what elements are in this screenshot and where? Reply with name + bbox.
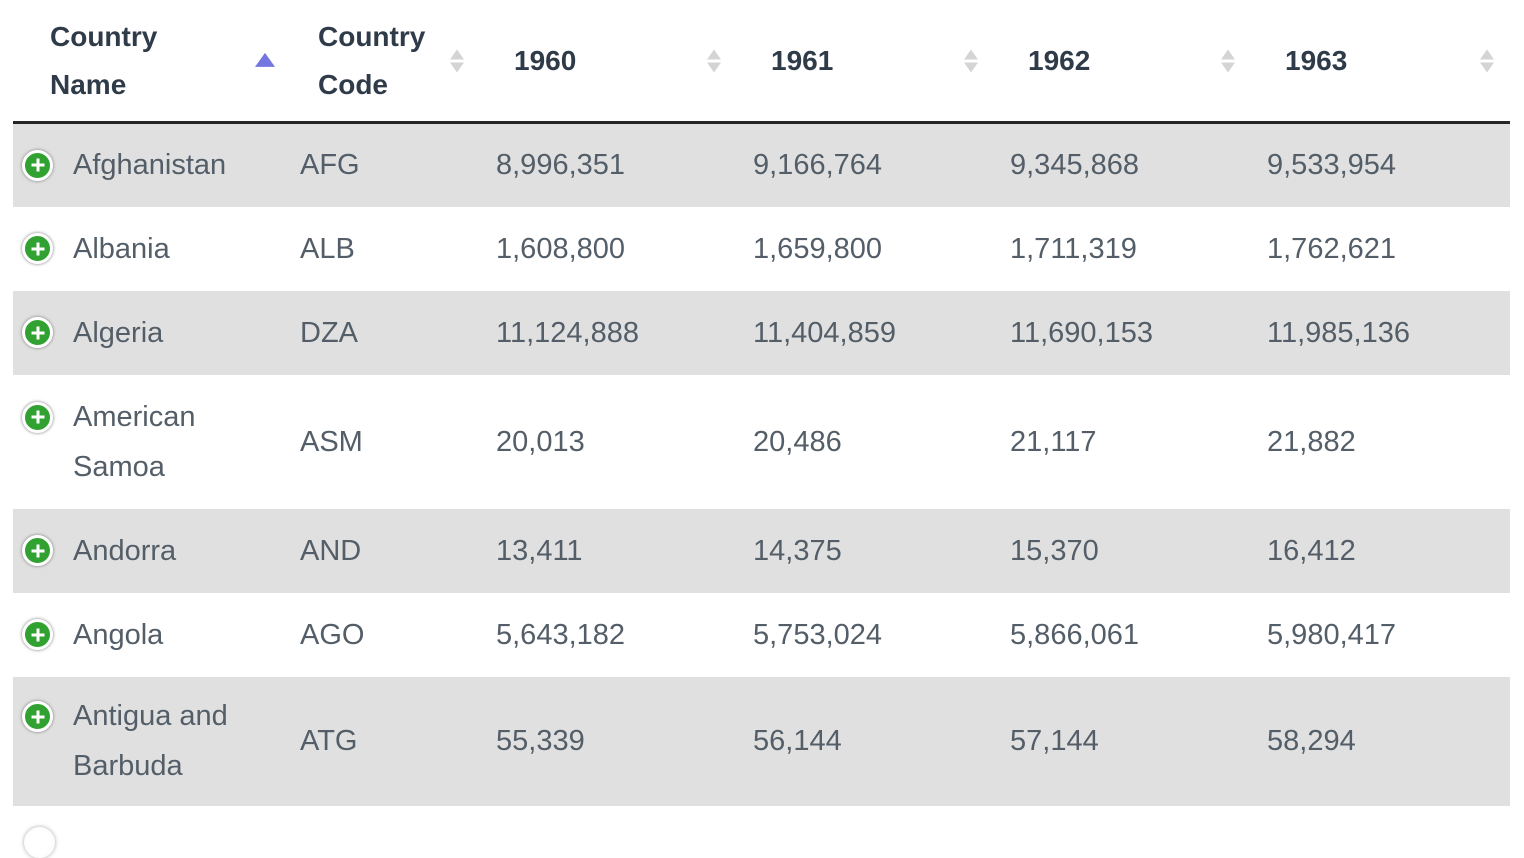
value-1963-cell: 9,533,954 bbox=[1267, 149, 1397, 182]
value-1962-cell: 9,345,868 bbox=[1010, 149, 1140, 182]
country-name: American Samoa bbox=[73, 400, 196, 483]
country-name: Albania bbox=[73, 232, 170, 265]
country-code-cell: ATG bbox=[300, 725, 358, 757]
value-1960-cell: 55,339 bbox=[496, 725, 585, 757]
sort-unsorted-icon[interactable] bbox=[450, 49, 464, 72]
value-1961-cell: 1,659,800 bbox=[753, 232, 883, 265]
table-row: Andorra AND 13,411 14,375 15,370 16,412 bbox=[13, 508, 1510, 593]
expand-row-plus-icon[interactable] bbox=[22, 149, 53, 181]
value-1961-cell: 56,144 bbox=[753, 725, 842, 757]
value-1962-cell: 5,866,061 bbox=[1010, 618, 1140, 651]
country-name: Angola bbox=[73, 618, 164, 651]
country-name: Antigua and Barbuda bbox=[73, 700, 228, 782]
population-table: Country Name Country Code 1960 1961 1962 bbox=[13, 0, 1510, 806]
population-table-container: Country Name Country Code 1960 1961 1962 bbox=[13, 0, 1510, 806]
table-row: Antigua and Barbuda ATG 55,339 56,144 57… bbox=[13, 676, 1510, 806]
column-header-country-name[interactable]: Country Name bbox=[13, 0, 295, 124]
value-1960-cell: 8,996,351 bbox=[496, 149, 626, 182]
column-header-label: Country Name bbox=[50, 20, 158, 100]
country-code-cell: ASM bbox=[300, 425, 363, 458]
sort-unsorted-icon[interactable] bbox=[1480, 49, 1494, 72]
column-header-label: 1962 bbox=[1028, 44, 1091, 76]
column-header-label: 1961 bbox=[771, 44, 834, 76]
sort-ascending-icon[interactable] bbox=[255, 52, 275, 67]
country-name-cell: Andorra bbox=[13, 509, 295, 593]
value-1963-cell: 16,412 bbox=[1267, 534, 1356, 567]
table-row: Albania ALB 1,608,800 1,659,800 1,711,31… bbox=[13, 207, 1510, 291]
country-name-cell: Angola bbox=[13, 593, 295, 677]
table-row: Angola AGO 5,643,182 5,753,024 5,866,061… bbox=[13, 593, 1510, 677]
value-1961-cell: 14,375 bbox=[753, 534, 842, 567]
table-row: Afghanistan AFG 8,996,351 9,166,764 9,34… bbox=[13, 122, 1510, 207]
column-header-1962[interactable]: 1962 bbox=[994, 0, 1251, 124]
table-row: American Samoa ASM 20,013 20,486 21,117 … bbox=[13, 375, 1510, 509]
expand-row-plus-icon[interactable] bbox=[22, 233, 53, 264]
value-1963-cell: 11,985,136 bbox=[1267, 316, 1410, 349]
value-1963-cell: 21,882 bbox=[1267, 425, 1356, 458]
value-1963-cell: 58,294 bbox=[1267, 725, 1356, 757]
value-1961-cell: 9,166,764 bbox=[753, 149, 883, 182]
country-name-cell: American Samoa bbox=[13, 375, 295, 509]
country-code-cell: ALB bbox=[300, 232, 355, 265]
country-code-cell: DZA bbox=[300, 316, 358, 349]
header-row: Country Name Country Code 1960 1961 1962 bbox=[13, 0, 1510, 124]
country-name-cell: Albania bbox=[13, 207, 295, 291]
value-1962-cell: 57,144 bbox=[1010, 725, 1099, 757]
sort-unsorted-icon[interactable] bbox=[707, 49, 721, 72]
value-1961-cell: 5,753,024 bbox=[753, 618, 883, 651]
table-body: Afghanistan AFG 8,996,351 9,166,764 9,34… bbox=[13, 122, 1510, 806]
value-1961-cell: 20,486 bbox=[753, 425, 842, 458]
column-header-label: 1963 bbox=[1285, 44, 1348, 76]
value-1960-cell: 11,124,888 bbox=[496, 316, 639, 349]
country-name-cell: Antigua and Barbuda bbox=[13, 677, 295, 806]
table-header: Country Name Country Code 1960 1961 1962 bbox=[13, 0, 1510, 124]
value-1962-cell: 1,711,319 bbox=[1010, 232, 1137, 265]
value-1960-cell: 20,013 bbox=[496, 425, 585, 458]
expand-row-plus-icon[interactable] bbox=[22, 317, 53, 348]
sort-unsorted-icon[interactable] bbox=[964, 49, 978, 72]
country-code-cell: AFG bbox=[300, 149, 360, 182]
value-1960-cell: 1,608,800 bbox=[496, 232, 626, 265]
column-header-1963[interactable]: 1963 bbox=[1251, 0, 1510, 124]
value-1962-cell: 21,117 bbox=[1010, 425, 1097, 458]
expand-row-plus-icon[interactable] bbox=[22, 535, 53, 566]
country-code-cell: AGO bbox=[300, 618, 365, 651]
table-row: Algeria DZA 11,124,888 11,404,859 11,690… bbox=[13, 290, 1510, 375]
country-name: Algeria bbox=[73, 316, 164, 349]
value-1963-cell: 1,762,621 bbox=[1267, 232, 1397, 265]
country-name: Andorra bbox=[73, 534, 177, 567]
value-1962-cell: 11,690,153 bbox=[1010, 316, 1153, 349]
value-1963-cell: 5,980,417 bbox=[1267, 618, 1397, 651]
value-1961-cell: 11,404,859 bbox=[753, 316, 896, 349]
value-1962-cell: 15,370 bbox=[1010, 534, 1099, 567]
column-header-label: Country Code bbox=[318, 20, 426, 100]
value-1960-cell: 13,411 bbox=[496, 534, 583, 567]
expand-row-plus-icon[interactable] bbox=[22, 401, 53, 433]
country-code-cell: AND bbox=[300, 534, 362, 567]
country-name-cell: Afghanistan bbox=[13, 123, 295, 207]
country-name: Afghanistan bbox=[73, 149, 227, 182]
expand-row-plus-icon[interactable] bbox=[22, 619, 53, 650]
column-header-country-code[interactable]: Country Code bbox=[295, 0, 480, 124]
value-1960-cell: 5,643,182 bbox=[496, 618, 626, 651]
column-header-1961[interactable]: 1961 bbox=[737, 0, 994, 124]
country-name-cell: Algeria bbox=[13, 291, 295, 375]
column-header-label: 1960 bbox=[514, 44, 577, 76]
expand-row-plus-icon[interactable] bbox=[22, 701, 53, 732]
column-header-1960[interactable]: 1960 bbox=[480, 0, 737, 124]
sort-unsorted-icon[interactable] bbox=[1221, 49, 1235, 72]
